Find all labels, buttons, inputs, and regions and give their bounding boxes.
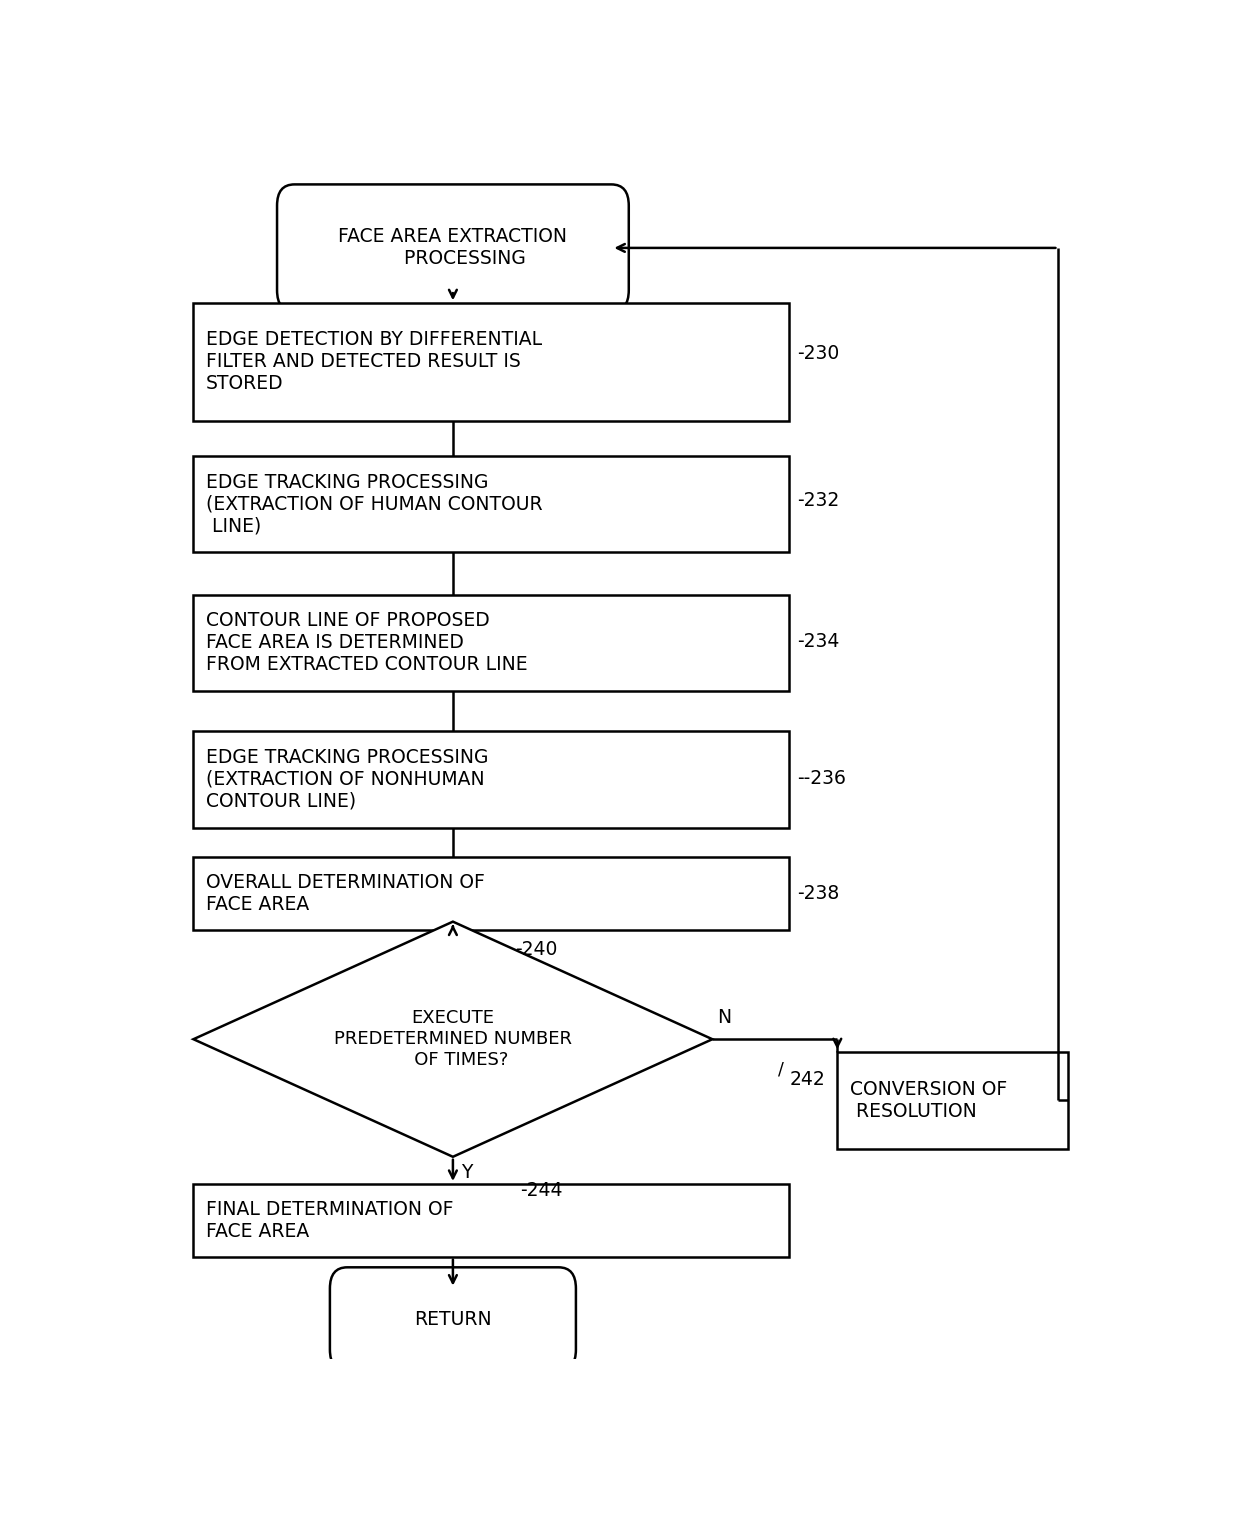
Polygon shape (193, 922, 713, 1157)
Text: -238: -238 (797, 884, 839, 902)
Text: -234: -234 (797, 632, 839, 652)
FancyBboxPatch shape (277, 185, 629, 312)
Text: RETURN: RETURN (414, 1310, 492, 1328)
Text: CONTOUR LINE OF PROPOSED
FACE AREA IS DETERMINED
FROM EXTRACTED CONTOUR LINE: CONTOUR LINE OF PROPOSED FACE AREA IS DE… (206, 611, 527, 675)
Text: -230: -230 (797, 344, 839, 363)
Bar (193, 457, 789, 553)
Text: EDGE TRACKING PROCESSING
(EXTRACTION OF HUMAN CONTOUR
 LINE): EDGE TRACKING PROCESSING (EXTRACTION OF … (206, 473, 543, 536)
Text: -244: -244 (521, 1182, 563, 1200)
Text: FACE AREA EXTRACTION
    PROCESSING: FACE AREA EXTRACTION PROCESSING (339, 228, 568, 269)
Text: Y: Y (460, 1162, 472, 1182)
Text: OVERALL DETERMINATION OF
FACE AREA: OVERALL DETERMINATION OF FACE AREA (206, 873, 485, 915)
Text: FINAL DETERMINATION OF
FACE AREA: FINAL DETERMINATION OF FACE AREA (206, 1200, 454, 1241)
Bar (193, 1183, 789, 1257)
Bar (193, 596, 789, 692)
Text: -232: -232 (797, 492, 839, 510)
Text: /: / (777, 1061, 784, 1078)
Text: EDGE DETECTION BY DIFFERENTIAL
FILTER AND DETECTED RESULT IS
STORED: EDGE DETECTION BY DIFFERENTIAL FILTER AN… (206, 330, 542, 394)
Text: EDGE TRACKING PROCESSING
(EXTRACTION OF NONHUMAN
CONTOUR LINE): EDGE TRACKING PROCESSING (EXTRACTION OF … (206, 748, 489, 811)
Bar (837, 1052, 1068, 1148)
Text: N: N (717, 1008, 732, 1028)
Text: 242: 242 (789, 1070, 825, 1089)
Bar (193, 857, 789, 930)
Text: -240: -240 (516, 941, 558, 959)
Text: CONVERSION OF
 RESOLUTION: CONVERSION OF RESOLUTION (849, 1080, 1007, 1121)
Text: --236: --236 (797, 768, 846, 788)
FancyBboxPatch shape (330, 1267, 575, 1371)
Bar (193, 731, 789, 828)
Bar (193, 304, 789, 421)
Text: EXECUTE
PREDETERMINED NUMBER
   OF TIMES?: EXECUTE PREDETERMINED NUMBER OF TIMES? (334, 1009, 572, 1069)
